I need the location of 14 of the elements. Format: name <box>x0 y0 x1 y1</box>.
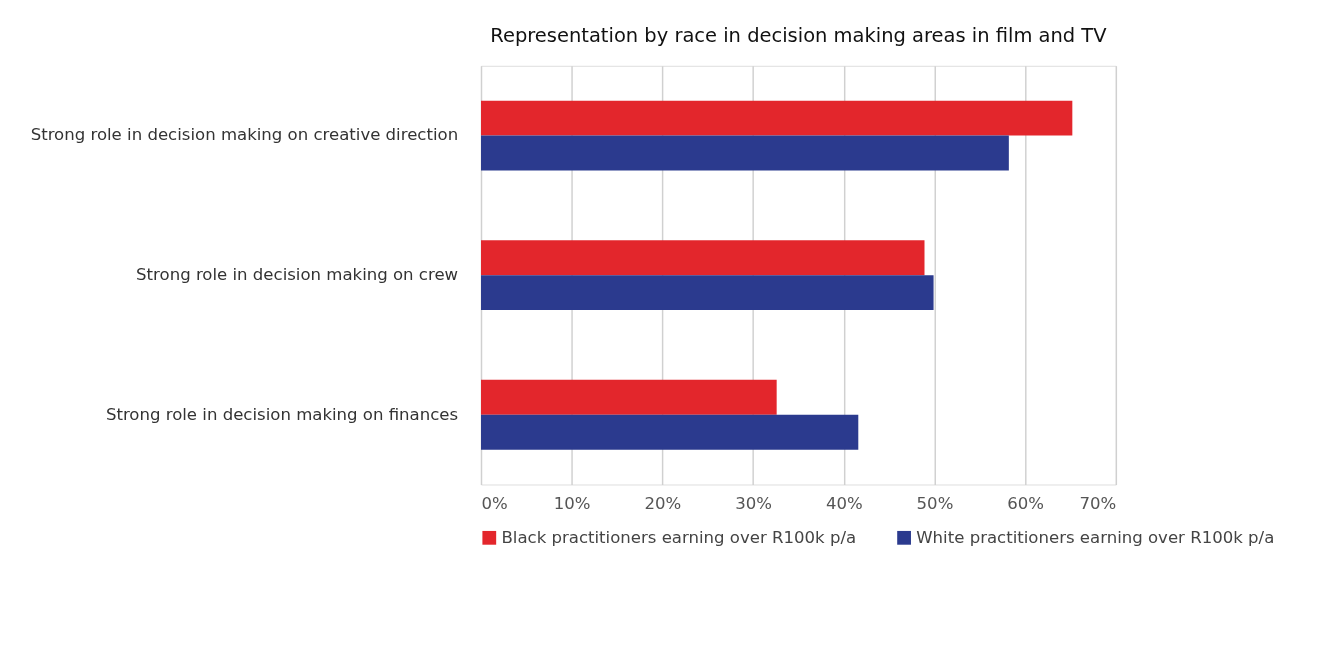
x-tick-label: 10% <box>553 494 591 514</box>
x-tick-label: 20% <box>644 494 682 514</box>
x-tick-label: 40% <box>825 494 863 514</box>
x-tick-label: 30% <box>735 494 772 514</box>
legend-label: White practitioners earning over R100k p/a <box>916 527 1275 547</box>
x-tick-label: 0% <box>481 494 508 514</box>
y-tick-label: Strong role in decision making on creative direction <box>30 125 459 145</box>
legend-label: Black practitioners earning over R100k p/a <box>501 527 857 547</box>
x-tick-label: 50% <box>916 494 954 514</box>
x-tick-label: 60% <box>1007 494 1045 514</box>
chart-title: Representation by race in decision making areas in film and TV <box>490 24 1108 48</box>
y-tick-label: Strong role in decision making on crew <box>136 265 459 285</box>
x-tick-label: 70% <box>1079 494 1117 514</box>
y-tick-label: Strong role in decision making on finances <box>105 404 459 424</box>
